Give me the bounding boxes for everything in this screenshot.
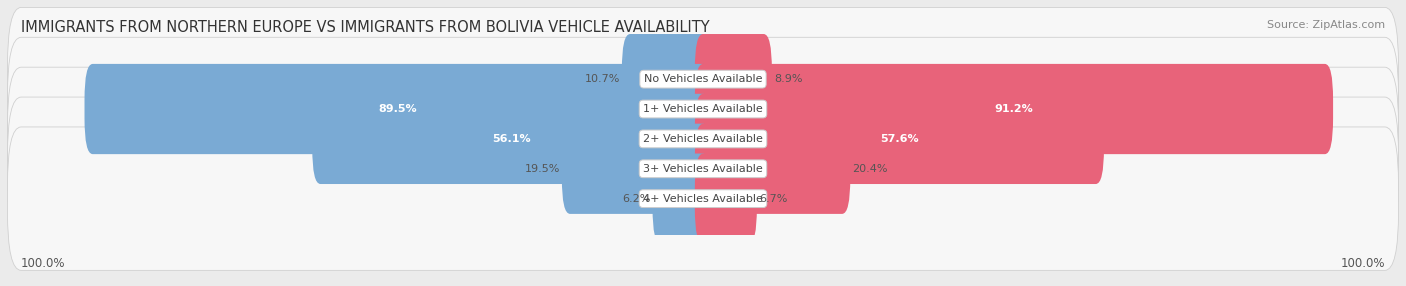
FancyBboxPatch shape <box>7 7 1399 151</box>
FancyBboxPatch shape <box>7 37 1399 181</box>
Text: 57.6%: 57.6% <box>880 134 918 144</box>
Text: 100.0%: 100.0% <box>1340 257 1385 270</box>
Text: 89.5%: 89.5% <box>378 104 418 114</box>
Text: 1+ Vehicles Available: 1+ Vehicles Available <box>643 104 763 114</box>
FancyBboxPatch shape <box>7 127 1399 270</box>
Text: 6.2%: 6.2% <box>621 194 651 204</box>
Text: 8.9%: 8.9% <box>773 74 803 84</box>
FancyBboxPatch shape <box>695 64 1333 154</box>
Text: 56.1%: 56.1% <box>492 134 531 144</box>
FancyBboxPatch shape <box>7 67 1399 210</box>
FancyBboxPatch shape <box>7 97 1399 241</box>
FancyBboxPatch shape <box>695 34 772 124</box>
Text: 3+ Vehicles Available: 3+ Vehicles Available <box>643 164 763 174</box>
Text: 100.0%: 100.0% <box>21 257 66 270</box>
FancyBboxPatch shape <box>562 124 711 214</box>
FancyBboxPatch shape <box>695 154 756 244</box>
Text: Source: ZipAtlas.com: Source: ZipAtlas.com <box>1267 20 1385 30</box>
FancyBboxPatch shape <box>652 154 711 244</box>
Text: 91.2%: 91.2% <box>994 104 1033 114</box>
Text: No Vehicles Available: No Vehicles Available <box>644 74 762 84</box>
Text: 2+ Vehicles Available: 2+ Vehicles Available <box>643 134 763 144</box>
FancyBboxPatch shape <box>312 94 711 184</box>
Text: 4+ Vehicles Available: 4+ Vehicles Available <box>643 194 763 204</box>
Text: IMMIGRANTS FROM NORTHERN EUROPE VS IMMIGRANTS FROM BOLIVIA VEHICLE AVAILABILITY: IMMIGRANTS FROM NORTHERN EUROPE VS IMMIG… <box>21 20 710 35</box>
Text: 19.5%: 19.5% <box>524 164 560 174</box>
FancyBboxPatch shape <box>84 64 711 154</box>
Text: 10.7%: 10.7% <box>585 74 620 84</box>
Text: 20.4%: 20.4% <box>852 164 887 174</box>
FancyBboxPatch shape <box>695 124 851 214</box>
Text: 6.7%: 6.7% <box>759 194 787 204</box>
FancyBboxPatch shape <box>621 34 711 124</box>
FancyBboxPatch shape <box>695 94 1104 184</box>
